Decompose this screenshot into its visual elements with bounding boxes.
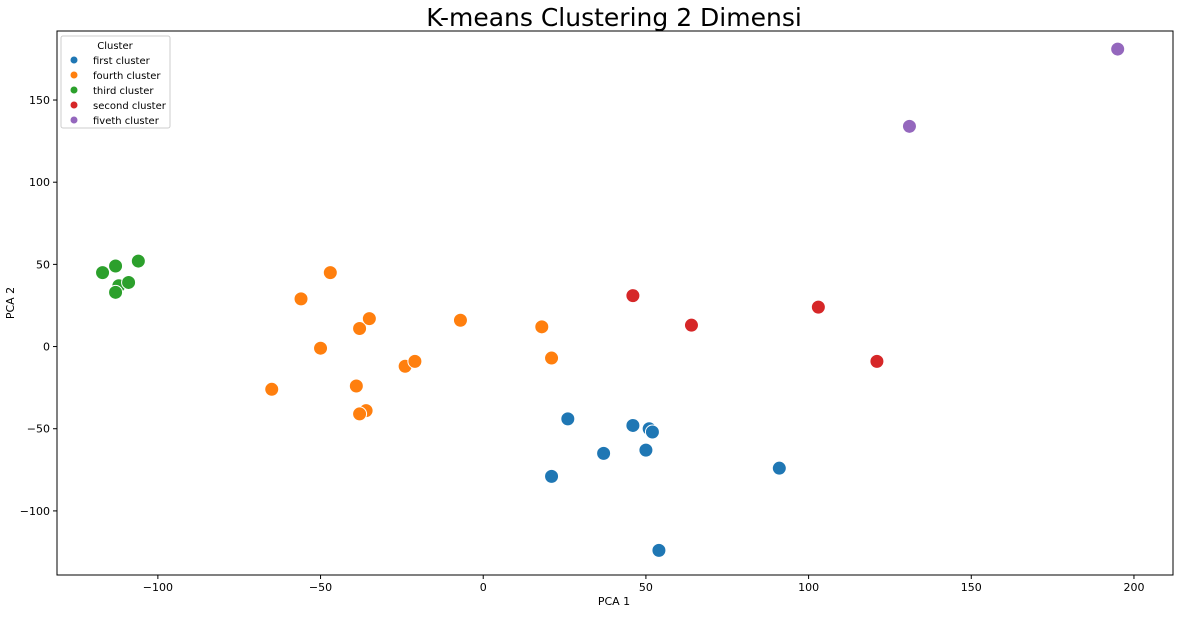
point-first-cluster [625, 417, 641, 433]
point-fiveth-cluster [901, 118, 917, 134]
x-tick-label: −100 [143, 581, 173, 594]
point-fourth-cluster [313, 340, 329, 356]
point-first-cluster [644, 424, 660, 440]
legend-title: Cluster [97, 41, 133, 52]
plot-frame [56, 30, 1174, 576]
x-axis-label: PCA 1 [598, 595, 630, 608]
point-fourth-cluster [352, 406, 368, 422]
point-fourth-cluster [322, 265, 338, 281]
y-axis-ticks: −100 −50 0 50 100 150 [20, 94, 57, 518]
y-tick-label: 100 [29, 176, 50, 189]
point-third-cluster [108, 284, 124, 300]
point-fourth-cluster [361, 311, 377, 327]
legend-marker-second-cluster [70, 101, 78, 109]
point-fourth-cluster [293, 291, 309, 307]
point-first-cluster [638, 442, 654, 458]
x-tick-label: 150 [961, 581, 982, 594]
point-fourth-cluster [534, 319, 550, 335]
legend-items: first cluster fourth cluster third cluster… [70, 56, 167, 127]
point-fourth-cluster [264, 381, 280, 397]
y-tick-label: −100 [20, 505, 50, 518]
point-second-cluster [683, 317, 699, 333]
x-tick-label: −50 [309, 581, 332, 594]
legend-label-second-cluster: second cluster [93, 101, 167, 112]
x-tick-label: 200 [1123, 581, 1144, 594]
point-fourth-cluster [348, 378, 364, 394]
point-first-cluster [771, 460, 787, 476]
point-first-cluster [596, 445, 612, 461]
legend-marker-fourth-cluster [70, 71, 78, 79]
x-tick-label: 100 [798, 581, 819, 594]
y-tick-label: 150 [29, 94, 50, 107]
point-fourth-cluster [452, 312, 468, 328]
legend-marker-fiveth-cluster [70, 116, 78, 124]
legend-label-first-cluster: first cluster [93, 56, 151, 67]
point-fourth-cluster [352, 320, 368, 336]
point-third-cluster [95, 265, 111, 281]
point-second-cluster [625, 288, 641, 304]
point-third-cluster [108, 258, 124, 274]
point-first-cluster [651, 542, 667, 558]
legend-marker-first-cluster [70, 56, 78, 64]
legend: Cluster first cluster fourth cluster third… [60, 35, 171, 129]
points-layer [95, 41, 1126, 558]
y-tick-label: 50 [36, 258, 50, 271]
legend-label-fiveth-cluster: fiveth cluster [93, 116, 160, 127]
chart-title: K-means Clustering 2 Dimensi [426, 3, 802, 32]
legend-label-fourth-cluster: fourth cluster [93, 71, 161, 82]
legend-box [60, 35, 171, 129]
point-fourth-cluster [544, 350, 560, 366]
y-axis-label: PCA 2 [4, 287, 17, 319]
y-tick-label: 0 [43, 341, 50, 354]
point-third-cluster [121, 274, 137, 290]
y-tick-label: −50 [27, 423, 50, 436]
point-third-cluster [130, 253, 146, 269]
x-tick-label: 50 [639, 581, 653, 594]
point-fourth-cluster [407, 353, 423, 369]
point-second-cluster [869, 353, 885, 369]
point-first-cluster [560, 411, 576, 427]
x-axis-ticks: −100 −50 0 50 100 150 200 [143, 575, 1144, 594]
point-fiveth-cluster [1110, 41, 1126, 57]
point-first-cluster [544, 468, 560, 484]
legend-marker-third-cluster [70, 86, 78, 94]
legend-label-third-cluster: third cluster [93, 86, 154, 97]
x-tick-label: 0 [480, 581, 487, 594]
point-second-cluster [810, 299, 826, 315]
